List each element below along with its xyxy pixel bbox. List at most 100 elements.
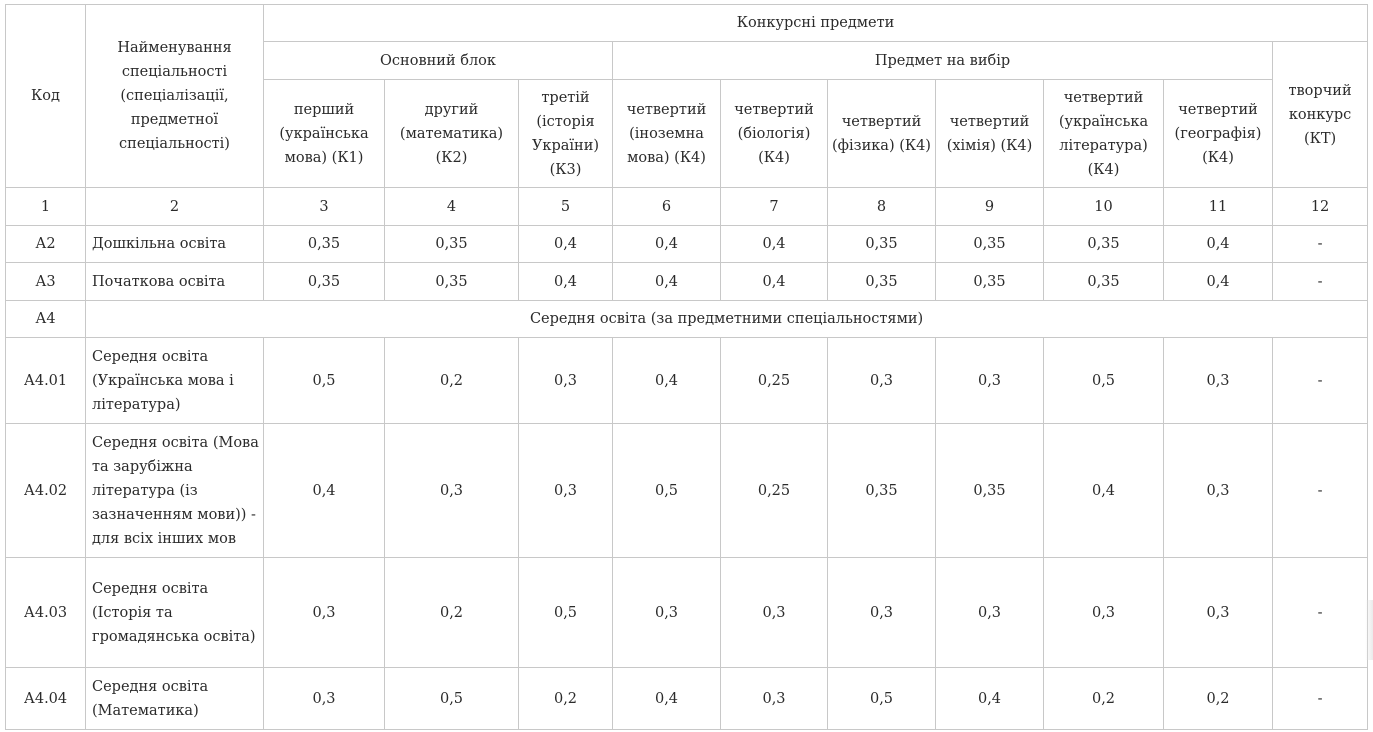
column-number: 12 [1271, 187, 1369, 226]
row-value: 0,3 [518, 337, 613, 424]
row-value: 0,4 [1043, 423, 1164, 558]
row-value: 0,2 [1163, 667, 1273, 730]
header-subject-k4-biology: четвертий (біологія) (К4) [720, 79, 828, 188]
header-row-2: Основний блок Предмет на вибір творчий к… [6, 41, 1369, 188]
header-subject-k2: другий (математика) (К2) [384, 79, 519, 188]
row-value: 0,5 [827, 667, 936, 730]
row-value: 0,3 [1043, 557, 1164, 668]
row-value: 0,35 [827, 423, 936, 558]
row-code: А2 [5, 225, 86, 263]
row-value: 0,35 [935, 262, 1044, 301]
row-value: 0,35 [935, 225, 1044, 263]
row-creative-value: - [1271, 423, 1369, 558]
row-value: 0,4 [1163, 262, 1273, 301]
header-code: Код [5, 4, 86, 188]
row-value: 0,2 [1043, 667, 1164, 730]
row-value: 0,4 [612, 225, 721, 263]
row-value: 0,3 [935, 557, 1044, 668]
row-value: 0,5 [263, 337, 385, 424]
row-code: А4.01 [5, 337, 86, 424]
row-value: 0,2 [518, 667, 613, 730]
row-code: А3 [5, 262, 86, 301]
row-value: 0,4 [935, 667, 1044, 730]
row-value: 0,3 [263, 667, 385, 730]
row-value: 0,3 [827, 557, 936, 668]
row-value: 0,3 [384, 423, 519, 558]
header-subject-k4-geography: четвертий (географія) (К4) [1163, 79, 1273, 188]
header-subject-k4-chemistry: четвертий (хімія) (К4) [935, 79, 1044, 188]
row-value: 0,35 [1043, 262, 1164, 301]
row-value: 0,3 [720, 667, 828, 730]
row-value: 0,5 [1043, 337, 1164, 424]
table-row: А4.03 Середня освіта (Історія та громадя… [5, 557, 1369, 668]
row-value: 0,4 [1163, 225, 1273, 263]
header-main-block: Основний блок [263, 41, 613, 80]
row-value: 0,3 [1163, 557, 1273, 668]
row-value: 0,4 [612, 262, 721, 301]
header-elective: Предмет на вибір [612, 41, 1273, 80]
row-creative-value: - [1271, 225, 1369, 263]
coefficients-table-container: Код Найменування спеціальності (спеціалі… [5, 4, 1369, 730]
row-value: 0,25 [720, 337, 828, 424]
column-number: 2 [85, 187, 264, 226]
column-number: 10 [1043, 187, 1164, 226]
row-name: Середня освіта (Історія та громадянська … [85, 557, 264, 668]
header-name: Найменування спеціальності (спеціалізаці… [85, 4, 264, 188]
table-row: А4.04 Середня освіта (Математика) 0,3 0,… [5, 667, 1369, 730]
row-value: 0,35 [384, 225, 519, 263]
row-name: Початкова освіта [85, 262, 264, 301]
column-number: 8 [827, 187, 936, 226]
row-value: 0,35 [935, 423, 1044, 558]
row-value: 0,35 [827, 225, 936, 263]
row-value: 0,35 [263, 262, 385, 301]
row-code: А4.04 [5, 667, 86, 730]
column-number: 9 [935, 187, 1044, 226]
scroll-edge-shadow [1365, 600, 1373, 660]
column-numbers-row: 1 2 3 4 5 6 7 8 9 10 11 12 [5, 187, 1369, 226]
row-creative-value: - [1271, 262, 1369, 301]
column-number: 11 [1163, 187, 1273, 226]
row-value: 0,4 [518, 262, 613, 301]
row-value: 0,4 [612, 667, 721, 730]
row-value: 0,4 [612, 337, 721, 424]
header-row-3: перший (українська мова) (К1) другий (ма… [6, 79, 1368, 188]
row-value: 0,4 [720, 225, 828, 263]
row-value: 0,35 [263, 225, 385, 263]
table-row: А4.01 Середня освіта (Українська мова і … [5, 337, 1369, 424]
table-row: А4.02 Середня освіта (Мова та зарубіжна … [5, 423, 1369, 558]
header-subject-k4-foreign: четвертий (іноземна мова) (К4) [612, 79, 721, 188]
row-value: 0,3 [518, 423, 613, 558]
row-value: 0,25 [720, 423, 828, 558]
row-value: 0,3 [612, 557, 721, 668]
group-label: Середня освіта (за предметними спеціальн… [84, 300, 1369, 338]
row-value: 0,4 [720, 262, 828, 301]
row-name: Дошкільна освіта [85, 225, 264, 263]
column-number: 4 [384, 187, 519, 226]
row-creative-value: - [1271, 337, 1369, 424]
column-number: 3 [263, 187, 385, 226]
row-name: Середня освіта (Українська мова і літера… [85, 337, 264, 424]
row-code: А4.02 [5, 423, 86, 558]
column-number: 5 [518, 187, 613, 226]
column-number: 1 [5, 187, 86, 226]
header-creative: творчий конкурс (КТ) [1271, 41, 1369, 188]
row-value: 0,35 [827, 262, 936, 301]
row-value: 0,5 [612, 423, 721, 558]
row-value: 0,35 [1043, 225, 1164, 263]
header-subject-k4-physics: четвертий (фізика) (К4) [827, 79, 936, 188]
group-row: А4 Середня освіта (за предметними спеціа… [5, 300, 1369, 338]
column-number: 6 [612, 187, 721, 226]
row-value: 0,4 [263, 423, 385, 558]
row-value: 0,3 [1163, 423, 1273, 558]
row-name: Середня освіта (Математика) [85, 667, 264, 730]
row-value: 0,5 [384, 667, 519, 730]
header-row-1: Код Найменування спеціальності (спеціалі… [5, 4, 1369, 188]
row-value: 0,3 [827, 337, 936, 424]
row-name: Середня освіта (Мова та зарубіжна літера… [85, 423, 264, 558]
header-subject-k1: перший (українська мова) (К1) [263, 79, 385, 188]
header-competitive-subjects: Конкурсні предмети [262, 4, 1369, 42]
coefficients-table: Код Найменування спеціальності (спеціалі… [5, 4, 1369, 730]
row-value: 0,4 [518, 225, 613, 263]
table-row: А3 Початкова освіта 0,35 0,35 0,4 0,4 0,… [5, 262, 1369, 301]
row-creative-value: - [1271, 557, 1369, 668]
